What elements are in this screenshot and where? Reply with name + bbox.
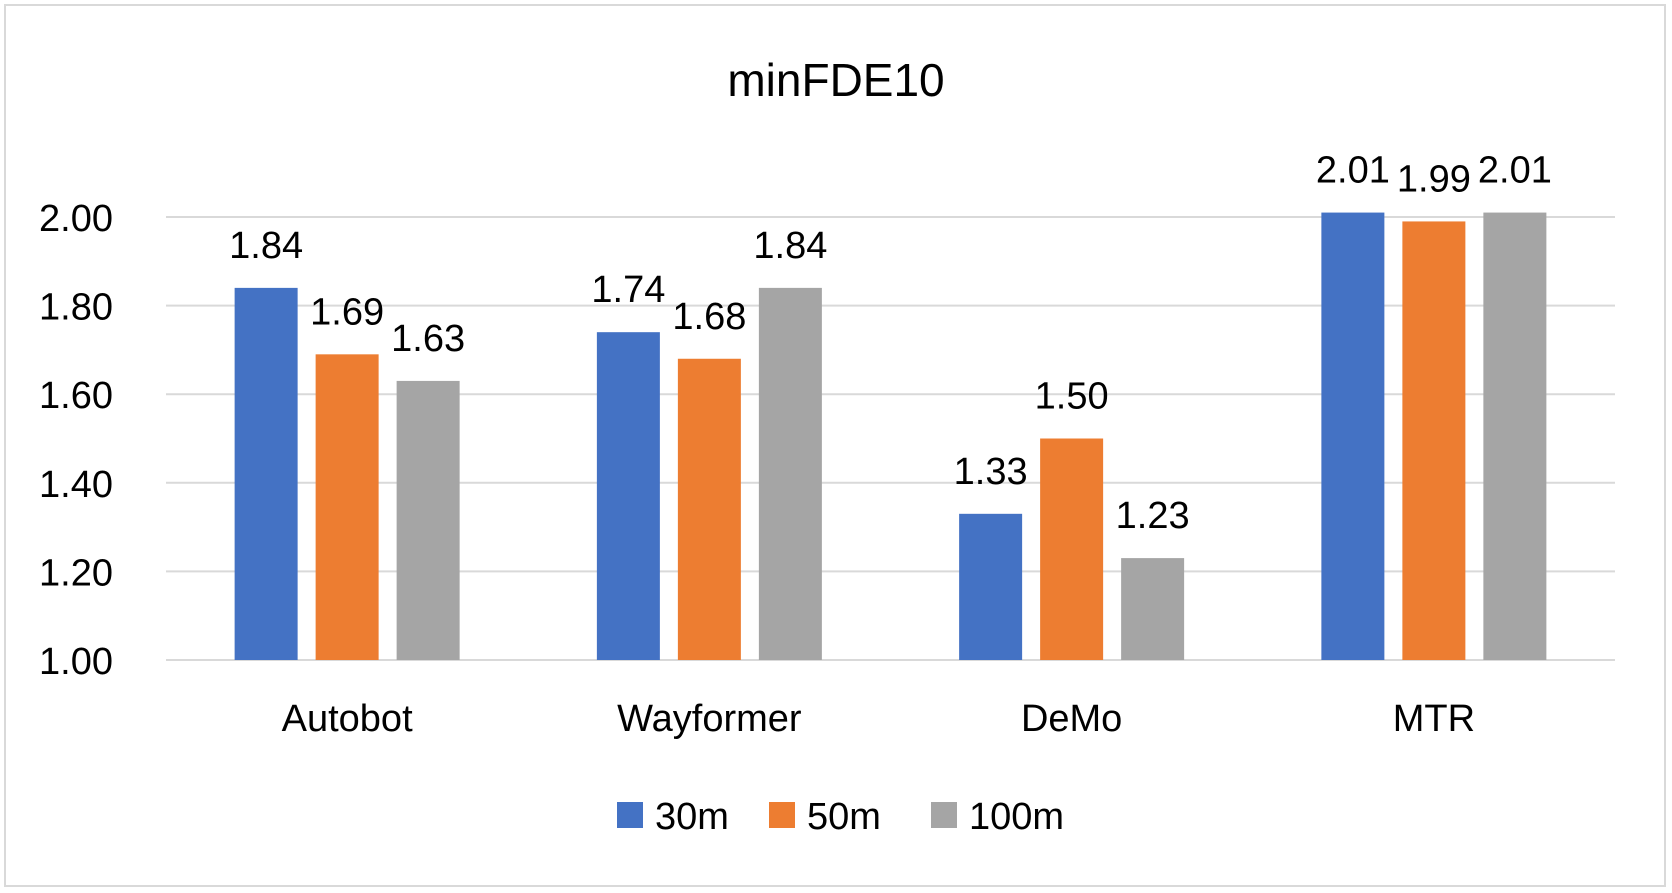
bar-100m-wayformer: [758, 287, 822, 660]
data-label: 1.68: [672, 296, 746, 338]
bar-30m-mtr: [1321, 212, 1385, 660]
x-tick-label: MTR: [1393, 698, 1475, 740]
x-tick-label: Wayformer: [617, 698, 802, 740]
bar-100m-mtr: [1483, 212, 1547, 660]
chart-title: minFDE10: [727, 54, 944, 106]
data-label: 2.01: [1478, 150, 1552, 192]
bar-50m-wayformer: [677, 358, 741, 660]
y-tick-label: 1.20: [39, 552, 113, 594]
data-label: 1.63: [391, 318, 465, 360]
legend-swatch-50m: [769, 802, 795, 828]
data-label: 2.01: [1316, 150, 1390, 192]
y-tick-label: 1.40: [39, 464, 113, 506]
data-labels: 1.841.691.631.741.681.841.331.501.232.01…: [229, 150, 1552, 538]
x-axis-ticks: Autobot Wayformer DeMo MTR: [282, 698, 1475, 740]
data-label: 1.84: [229, 225, 303, 267]
data-label: 1.84: [753, 225, 827, 267]
y-tick-label: 1.60: [39, 375, 113, 417]
gridlines: [166, 216, 1615, 661]
data-label: 1.33: [954, 451, 1028, 493]
bar-30m-wayformer: [596, 332, 660, 660]
data-label: 1.50: [1035, 376, 1109, 418]
legend-swatch-30m: [617, 802, 643, 828]
bar-50m-demo: [1040, 438, 1104, 660]
bar-30m-demo: [959, 513, 1023, 660]
bar-100m-autobot: [396, 380, 460, 660]
y-tick-label: 1.00: [39, 641, 113, 683]
bar-100m-demo: [1121, 558, 1185, 660]
data-label: 1.99: [1397, 158, 1471, 200]
y-axis-ticks: 1.00 1.20 1.40 1.60 1.80 2.00: [39, 198, 113, 683]
data-label: 1.74: [591, 269, 665, 311]
legend-label: 50m: [807, 796, 881, 838]
legend-label: 30m: [655, 796, 729, 838]
bar-30m-autobot: [234, 287, 298, 660]
bars: [234, 212, 1547, 660]
data-label: 1.69: [310, 291, 384, 333]
legend-swatch-100m: [931, 802, 957, 828]
legend: 30m 50m 100m: [617, 796, 1064, 838]
y-tick-label: 1.80: [39, 287, 113, 329]
x-tick-label: Autobot: [282, 698, 413, 740]
x-tick-label: DeMo: [1021, 698, 1122, 740]
legend-label: 100m: [969, 796, 1064, 838]
bar-50m-autobot: [315, 354, 379, 660]
y-tick-label: 2.00: [39, 198, 113, 240]
bar-50m-mtr: [1402, 221, 1466, 660]
data-label: 1.23: [1116, 495, 1190, 537]
